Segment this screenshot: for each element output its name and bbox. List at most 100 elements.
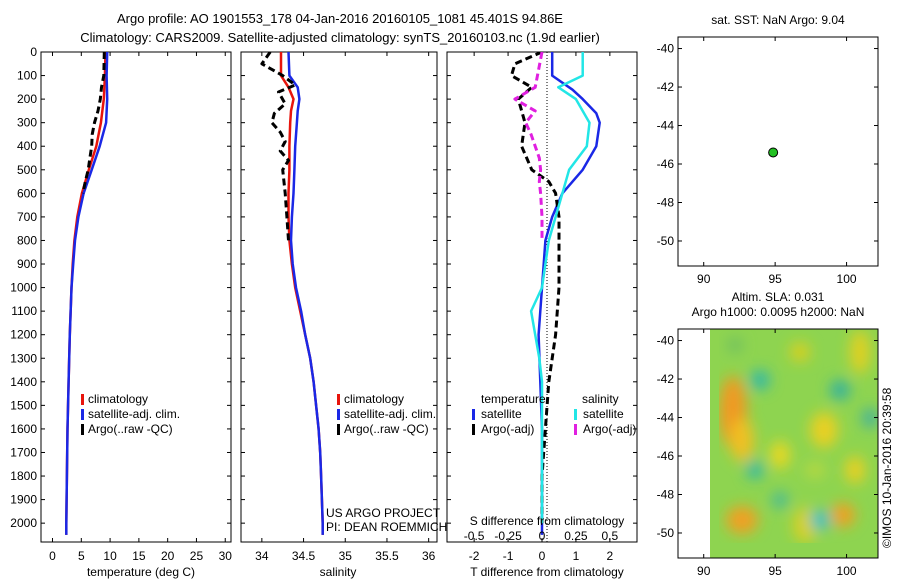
x-tick-label: 30 (219, 549, 233, 563)
sla-field-blob (850, 330, 870, 374)
depth-tick-label: 1500 (10, 398, 37, 412)
top-x-tick-label: -0.5 (464, 529, 485, 543)
depth-tick-label: 1900 (10, 493, 37, 507)
x-tick-label: 0 (539, 549, 546, 563)
sla-heatmap (678, 329, 878, 558)
map-y-tick-label: -44 (657, 411, 675, 425)
depth-tick-label: 1100 (11, 304, 37, 318)
legend-swatch (472, 424, 475, 435)
sla-field-blob (790, 342, 810, 362)
x-tick-label: 34.5 (292, 549, 316, 563)
sla-field-blob (810, 412, 838, 448)
map-x-tick-label: 90 (697, 564, 711, 578)
depth-tick-label: 1600 (10, 422, 37, 436)
series-line-temperature-argo-adj- (510, 52, 561, 524)
sla-field-blob (810, 510, 830, 530)
map-y-tick-label: -40 (657, 334, 675, 348)
top-x-tick-label: 0 (539, 529, 546, 543)
x-tick-label: 0 (49, 549, 56, 563)
legend-swatch (337, 409, 340, 420)
sla-field-blob (726, 506, 758, 534)
x-tick-label: 5 (78, 549, 85, 563)
depth-tick-label: 1200 (10, 328, 37, 342)
depth-tick-label: 300 (17, 116, 37, 130)
legend-label: climatology (344, 392, 404, 406)
argo-position-marker (768, 147, 779, 158)
map-y-tick-label: -46 (657, 157, 675, 171)
legend-label: satellite (583, 407, 624, 421)
depth-tick-label: 0 (30, 45, 37, 59)
legend-swatch (81, 424, 84, 435)
salinity-xlabel: salinity (320, 565, 357, 579)
temperature-axes-frame (40, 51, 232, 543)
top-x-tick-label: 0.5 (602, 529, 619, 543)
series-group-difference (510, 52, 601, 535)
project-annotation: US ARGO PROJECT (326, 506, 441, 520)
legend-label: satellite-adj. clim. (88, 407, 180, 421)
difference-xlabel: T difference from climatology (470, 565, 624, 579)
x-tick-label: 10 (103, 549, 117, 563)
depth-tick-label: 1800 (10, 469, 37, 483)
series-line-climatology (279, 52, 324, 535)
figure-title-line1: Argo profile: AO 1901553_178 04-Jan-2016… (117, 11, 563, 26)
sla-field-blob (746, 461, 764, 479)
sla-field-blob (805, 462, 825, 478)
depth-tick-label: 1400 (10, 375, 37, 389)
map-y-tick-label: -44 (657, 119, 675, 133)
depth-tick-label: 700 (17, 210, 37, 224)
x-tick-label: 34 (255, 549, 269, 563)
x-tick-label: 15 (132, 549, 146, 563)
series-line-satellite-adj-clim- (65, 52, 109, 535)
map-y-tick-label: -48 (657, 195, 675, 209)
sla-field-blob (862, 408, 878, 428)
position-axes-frame (677, 36, 879, 267)
depth-tick-label: 1700 (10, 445, 37, 459)
depth-tick-label: 500 (17, 163, 37, 177)
legend-swatch (574, 424, 577, 435)
x-tick-label: 2 (607, 549, 614, 563)
legend-swatch (337, 424, 340, 435)
sla-title-line2: Argo h1000: 0.0095 h2000: NaN (692, 305, 865, 319)
series-line-argo-raw-qc- (260, 52, 297, 241)
depth-tick-label: 800 (17, 233, 37, 247)
map-y-tick-label: -50 (657, 526, 675, 540)
sla-field-blob (730, 418, 754, 462)
map-y-tick-label: -42 (657, 80, 675, 94)
depth-tick-label: 200 (17, 92, 37, 106)
legend-swatch (81, 394, 84, 405)
legend-label: Argo(..raw -QC) (88, 422, 173, 436)
sla-field-blob (845, 456, 865, 484)
legend-header-temperature: temperature (481, 392, 546, 406)
map-y-tick-label: -46 (657, 449, 675, 463)
map-x-tick-label: 100 (837, 272, 857, 286)
map-x-tick-label: 95 (768, 564, 782, 578)
salinity-axes-frame (240, 51, 438, 543)
legend-swatch (81, 409, 84, 420)
sla-field-blob (727, 337, 743, 353)
map-x-tick-label: 100 (837, 564, 857, 578)
map-y-tick-label: -40 (657, 42, 675, 56)
sla-field-blob (830, 380, 850, 400)
map-x-tick-label: 90 (697, 272, 711, 286)
legend-swatch (472, 409, 475, 420)
sla-field-blob (772, 492, 788, 508)
depth-tick-label: 900 (17, 257, 37, 271)
depth-tick-label: 400 (17, 139, 37, 153)
x-tick-label: 35.5 (375, 549, 399, 563)
x-tick-label: 20 (161, 549, 175, 563)
difference-xlabel-top: S difference from climatology (470, 514, 625, 528)
depth-tick-label: 1300 (10, 351, 37, 365)
x-tick-label: -1 (503, 549, 514, 563)
x-tick-label: 25 (190, 549, 204, 563)
legend-swatch (337, 394, 340, 405)
legend-label: Argo(..raw -QC) (344, 422, 429, 436)
series-line-satellite-adj-clim- (287, 52, 324, 535)
x-tick-label: -2 (469, 549, 480, 563)
legend-label: Argo(-adj) (481, 422, 534, 436)
x-tick-label: 1 (573, 549, 580, 563)
sla-field-blob (831, 503, 855, 527)
series-group-salinity (260, 52, 324, 535)
pi-annotation: PI: DEAN ROEMMICH (326, 520, 447, 534)
x-tick-label: 35 (339, 549, 353, 563)
